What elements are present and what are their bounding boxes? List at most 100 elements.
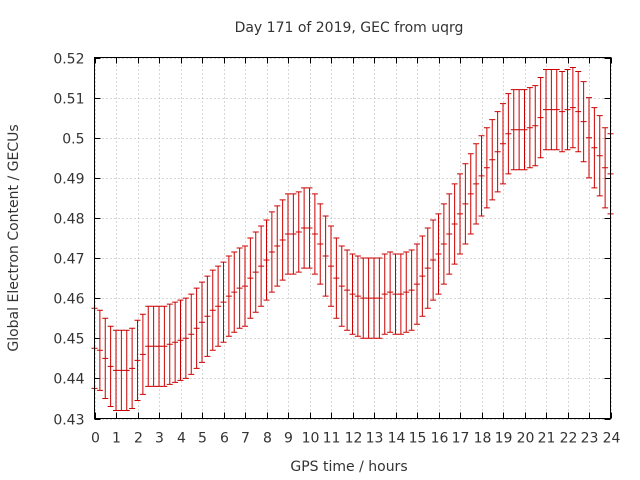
gec-data-point bbox=[317, 203, 324, 285]
gec-data-point bbox=[489, 119, 496, 201]
gec-data-point bbox=[569, 67, 576, 149]
gec-data-point bbox=[242, 245, 248, 327]
gec-data-point bbox=[548, 69, 555, 151]
x-tick-label: 5 bbox=[198, 431, 207, 447]
gec-data-point bbox=[440, 203, 447, 285]
gec-data-point bbox=[338, 245, 345, 327]
gec-data-point bbox=[580, 81, 587, 163]
gec-data-point bbox=[285, 193, 291, 275]
y-tick-label: 0.52 bbox=[53, 52, 84, 68]
gec-data-point bbox=[553, 69, 560, 151]
gec-data-point bbox=[322, 215, 329, 297]
tick-labels: 0.43 0.44 0.45 0.46 0.47 0.48 0.49 0.5 0.51 0.52 0… bbox=[53, 52, 620, 447]
gec-data-point bbox=[462, 163, 469, 245]
gec-data-point bbox=[150, 305, 157, 387]
x-tick-label: 0 bbox=[91, 431, 100, 447]
gec-data-point bbox=[414, 243, 420, 325]
gec-data-point bbox=[156, 305, 162, 387]
gec-data-point bbox=[532, 85, 539, 167]
gec-data-point bbox=[430, 219, 437, 301]
y-tick-label: 0.45 bbox=[53, 332, 84, 348]
gec-data-point bbox=[258, 225, 265, 307]
x-tick-label: 12 bbox=[345, 431, 363, 447]
gec-data-point bbox=[177, 299, 184, 381]
gec-data-point bbox=[505, 93, 512, 175]
y-tick-label: 0.47 bbox=[53, 252, 84, 268]
gec-data-point bbox=[586, 97, 592, 179]
gec-error-bar-series bbox=[91, 67, 614, 411]
gec-data-point bbox=[381, 253, 388, 335]
gec-data-point bbox=[360, 257, 367, 339]
gec-data-point bbox=[516, 89, 523, 171]
x-tick-label: 17 bbox=[452, 431, 470, 447]
gec-data-point bbox=[295, 191, 302, 273]
gec-data-point bbox=[193, 287, 200, 369]
gec-data-point bbox=[419, 235, 426, 317]
gec-data-point bbox=[354, 255, 361, 337]
plot-frame bbox=[94, 57, 611, 419]
gec-data-point bbox=[134, 319, 141, 401]
gec-data-point bbox=[236, 247, 243, 329]
y-tick-label: 0.5 bbox=[62, 132, 84, 148]
gec-data-point bbox=[263, 219, 270, 301]
gec-data-point bbox=[392, 253, 399, 335]
x-tick-label: 7 bbox=[241, 431, 250, 447]
x-tick-label: 18 bbox=[474, 431, 492, 447]
x-tick-label: 4 bbox=[177, 431, 186, 447]
y-tick-label: 0.44 bbox=[53, 372, 84, 388]
gec-data-point bbox=[483, 127, 490, 209]
gec-data-point bbox=[408, 249, 415, 331]
gec-data-point bbox=[225, 255, 232, 337]
gec-data-point bbox=[602, 127, 609, 209]
x-tick-label: 11 bbox=[323, 431, 341, 447]
gec-data-point bbox=[500, 103, 506, 185]
gec-data-point bbox=[451, 183, 458, 265]
gec-data-point bbox=[96, 309, 103, 391]
gec-data-point bbox=[537, 77, 544, 159]
x-tick-label: 9 bbox=[284, 431, 293, 447]
y-tick-label: 0.43 bbox=[53, 413, 84, 429]
x-tick-label: 23 bbox=[581, 431, 599, 447]
gec-data-point bbox=[424, 227, 431, 309]
x-tick-label: 16 bbox=[431, 431, 449, 447]
gec-data-point bbox=[521, 89, 528, 171]
gec-data-point bbox=[596, 115, 603, 197]
gec-data-point bbox=[199, 281, 205, 363]
gec-data-point bbox=[371, 257, 377, 339]
x-tick-label: 3 bbox=[155, 431, 164, 447]
x-axis-label: GPS time / hours bbox=[290, 459, 407, 475]
axis-ticks bbox=[94, 57, 612, 420]
gec-data-point bbox=[344, 249, 351, 331]
gec-data-point bbox=[118, 329, 125, 411]
gec-data-point bbox=[403, 251, 410, 333]
gec-data-point bbox=[139, 313, 146, 395]
gec-data-point bbox=[564, 69, 571, 151]
gec-data-point bbox=[215, 265, 222, 347]
gec-data-point bbox=[397, 253, 404, 335]
gec-data-point bbox=[188, 293, 195, 375]
gec-data-point bbox=[220, 261, 227, 343]
gec-data-point bbox=[457, 173, 463, 255]
gec-data-point bbox=[102, 317, 109, 399]
gec-data-point bbox=[311, 193, 318, 275]
gec-data-point bbox=[575, 71, 582, 153]
x-tick-label: 22 bbox=[560, 431, 578, 447]
y-axis-label: Global Electron Content / GECUs bbox=[6, 124, 22, 351]
gec-data-point bbox=[591, 107, 598, 189]
gec-data-point bbox=[145, 305, 152, 387]
gec-data-point bbox=[274, 205, 281, 287]
gec-data-point bbox=[526, 87, 533, 169]
gec-data-point bbox=[107, 325, 114, 407]
x-tick-label: 8 bbox=[263, 431, 272, 447]
gec-data-point bbox=[123, 329, 130, 411]
y-tick-label: 0.49 bbox=[53, 172, 84, 188]
gec-data-point bbox=[306, 187, 313, 269]
x-tick-label: 15 bbox=[409, 431, 427, 447]
gec-data-point bbox=[182, 297, 189, 379]
gec-data-point bbox=[231, 251, 238, 333]
gec-data-point bbox=[446, 193, 453, 275]
gec-data-point bbox=[172, 301, 179, 383]
gec-data-point bbox=[478, 135, 485, 217]
x-tick-label: 2 bbox=[134, 431, 143, 447]
